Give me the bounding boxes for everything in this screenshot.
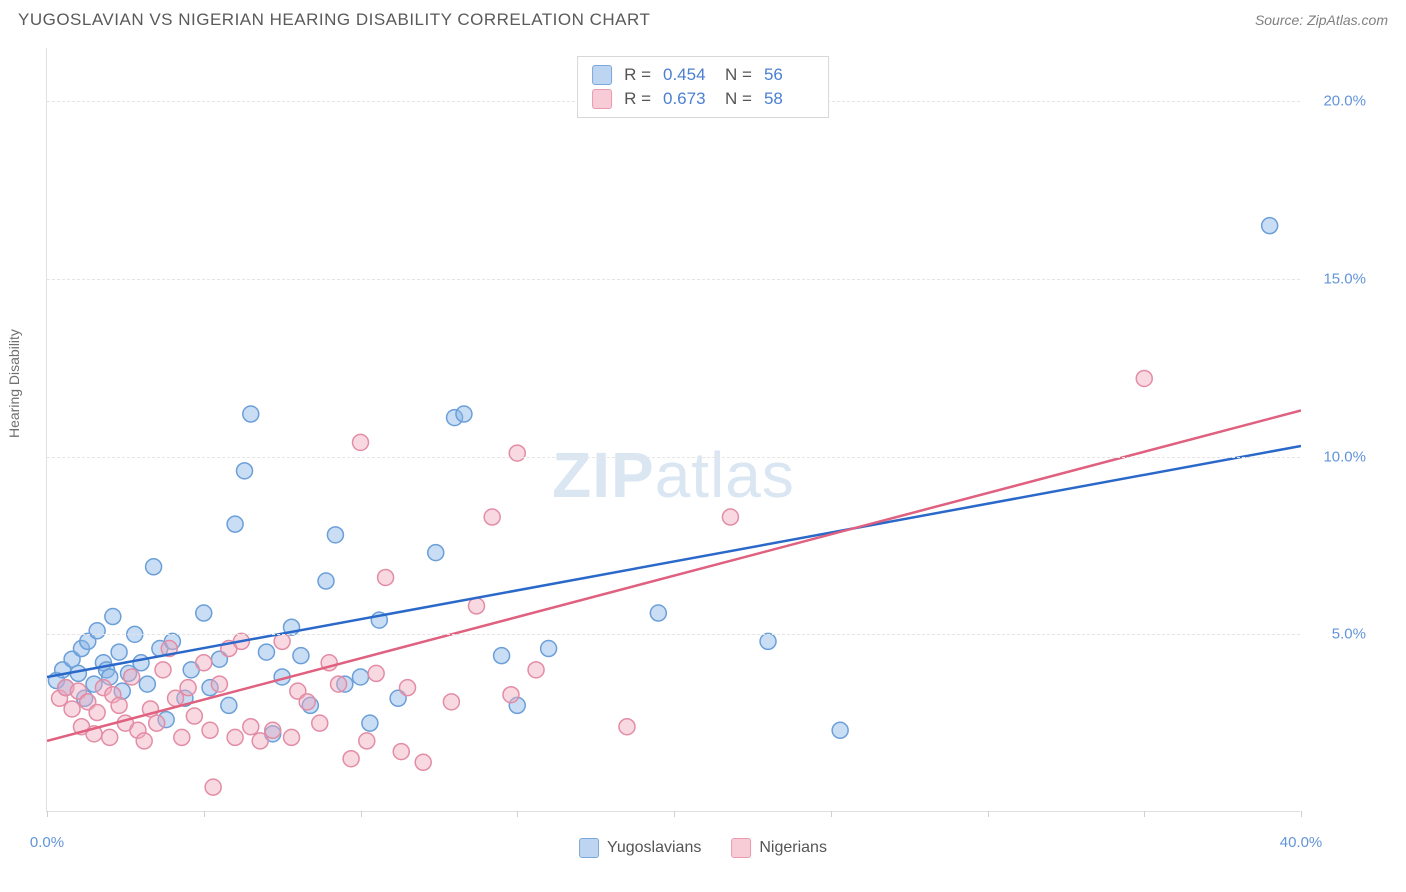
swatch-icon bbox=[592, 89, 612, 109]
stat-row: R = 0.673 N = 58 bbox=[592, 87, 814, 111]
n-value: 56 bbox=[764, 65, 814, 85]
x-tick-label: 40.0% bbox=[1280, 834, 1323, 851]
r-value: 0.454 bbox=[663, 65, 713, 85]
series-legend: Yugoslavians Nigerians bbox=[579, 838, 827, 858]
legend-item: Yugoslavians bbox=[579, 838, 701, 858]
swatch-icon bbox=[579, 838, 599, 858]
legend-label: Yugoslavians bbox=[607, 839, 701, 857]
y-tick-label: 5.0% bbox=[1332, 626, 1366, 643]
n-value: 58 bbox=[764, 89, 814, 109]
stat-row: R = 0.454 N = 56 bbox=[592, 63, 814, 87]
y-tick-label: 10.0% bbox=[1323, 448, 1366, 465]
legend-item: Nigerians bbox=[731, 838, 827, 858]
scatter-svg bbox=[47, 48, 1301, 812]
source-attribution: Source: ZipAtlas.com bbox=[1255, 12, 1388, 28]
y-axis-label: Hearing Disability bbox=[6, 329, 22, 438]
y-tick-label: 15.0% bbox=[1323, 270, 1366, 287]
chart-plot-area: ZIPatlas 5.0%10.0%15.0%20.0%0.0%40.0% bbox=[46, 48, 1300, 812]
x-tick-label: 0.0% bbox=[30, 834, 64, 851]
y-tick-label: 20.0% bbox=[1323, 93, 1366, 110]
swatch-icon bbox=[731, 838, 751, 858]
correlation-stats-box: R = 0.454 N = 56 R = 0.673 N = 58 bbox=[577, 56, 829, 118]
legend-label: Nigerians bbox=[759, 839, 827, 857]
swatch-icon bbox=[592, 65, 612, 85]
chart-title: YUGOSLAVIAN VS NIGERIAN HEARING DISABILI… bbox=[18, 10, 650, 30]
r-value: 0.673 bbox=[663, 89, 713, 109]
